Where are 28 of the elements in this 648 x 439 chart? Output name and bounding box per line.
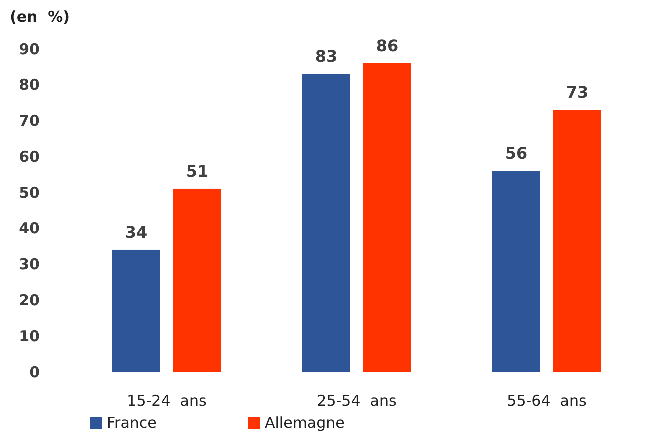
y-tick-label: 40 [19, 220, 40, 238]
data-label: 86 [376, 36, 399, 56]
y-tick-label: 80 [19, 76, 40, 94]
data-label: 83 [315, 47, 338, 66]
legend-label: France [107, 414, 157, 432]
x-tick-label: 15-24 ans [127, 392, 207, 410]
y-tick-label: 50 [19, 184, 40, 202]
y-tick-label: 10 [19, 327, 40, 346]
bar [492, 171, 540, 372]
bar [364, 63, 412, 372]
y-tick-label: 60 [19, 148, 40, 166]
y-tick-label: 0 [30, 363, 40, 382]
x-tick-label: 25-54 ans [317, 392, 397, 410]
y-axis-title: (en %) [10, 8, 70, 26]
data-label: 51 [186, 162, 209, 181]
y-tick-label: 90 [19, 40, 40, 58]
y-tick-label: 70 [19, 112, 40, 130]
bar [112, 250, 160, 372]
y-tick-label: 30 [19, 256, 40, 274]
bar [302, 74, 350, 372]
data-label: 34 [125, 222, 148, 242]
bar [554, 110, 602, 372]
y-tick-label: 20 [19, 291, 40, 310]
legend-label: Allemagne [265, 414, 345, 432]
data-label: 73 [566, 83, 589, 102]
x-tick-label: 55-64 ans [507, 392, 587, 410]
bar [174, 188, 222, 372]
data-label: 56 [505, 144, 528, 164]
